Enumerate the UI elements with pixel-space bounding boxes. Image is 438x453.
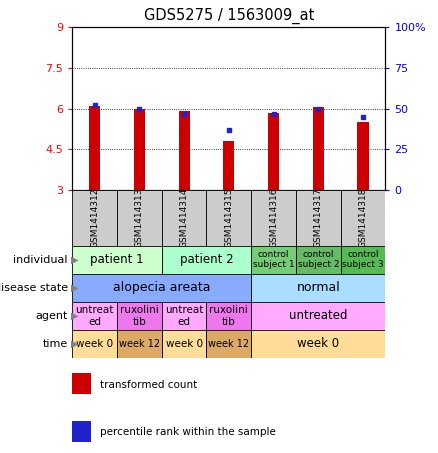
Text: transformed count: transformed count (100, 380, 198, 390)
Text: disease state: disease state (0, 283, 68, 293)
Text: GSM1414314: GSM1414314 (180, 188, 189, 248)
Bar (72, 373, 91, 394)
Bar (296, 190, 341, 246)
Bar (117, 190, 162, 246)
Bar (179, 111, 190, 190)
Bar (134, 109, 145, 190)
Bar (162, 302, 206, 330)
Text: agent: agent (35, 311, 68, 321)
Bar (206, 302, 251, 330)
Text: untreated: untreated (289, 309, 348, 322)
Text: ▶: ▶ (71, 339, 79, 349)
Bar (72, 246, 162, 274)
Text: ruxolini
tib: ruxolini tib (209, 305, 248, 327)
Bar (72, 190, 117, 246)
Bar (89, 106, 100, 190)
Text: time: time (42, 339, 68, 349)
Text: control
subject 2: control subject 2 (297, 250, 339, 269)
Text: untreat
ed: untreat ed (75, 305, 114, 327)
Text: ▶: ▶ (71, 283, 79, 293)
Bar (251, 302, 385, 330)
Text: individual: individual (14, 255, 68, 265)
Bar (162, 190, 206, 246)
Text: GSM1414318: GSM1414318 (359, 188, 367, 248)
Bar (72, 421, 91, 442)
Bar (251, 246, 296, 274)
Bar (117, 302, 162, 330)
Text: GSM1414313: GSM1414313 (135, 188, 144, 248)
Bar (268, 113, 279, 190)
Text: ▶: ▶ (71, 311, 79, 321)
Bar (251, 330, 385, 358)
Bar (251, 274, 385, 302)
Bar (251, 190, 296, 246)
Bar (341, 246, 385, 274)
Text: control
subject 3: control subject 3 (342, 250, 384, 269)
Text: normal: normal (297, 281, 340, 294)
Bar (206, 330, 251, 358)
Text: GSM1414312: GSM1414312 (90, 188, 99, 248)
Text: untreat
ed: untreat ed (165, 305, 203, 327)
Text: GSM1414317: GSM1414317 (314, 188, 323, 248)
Bar (72, 302, 117, 330)
Text: alopecia areata: alopecia areata (113, 281, 211, 294)
Text: patient 2: patient 2 (180, 253, 233, 266)
Bar (117, 330, 162, 358)
Text: patient 1: patient 1 (90, 253, 144, 266)
Bar (341, 190, 385, 246)
Bar (72, 330, 117, 358)
Bar (162, 246, 251, 274)
Text: week 0: week 0 (76, 339, 113, 349)
Text: week 0: week 0 (297, 337, 339, 350)
Text: GSM1414316: GSM1414316 (269, 188, 278, 248)
Bar (223, 141, 234, 190)
Text: week 0: week 0 (166, 339, 203, 349)
Text: week 12: week 12 (208, 339, 249, 349)
Text: GSM1414315: GSM1414315 (224, 188, 233, 248)
Text: ▶: ▶ (71, 255, 79, 265)
Bar (313, 107, 324, 190)
Text: week 12: week 12 (119, 339, 160, 349)
Title: GDS5275 / 1563009_at: GDS5275 / 1563009_at (144, 8, 314, 24)
Bar (296, 246, 341, 274)
Text: ruxolini
tib: ruxolini tib (120, 305, 159, 327)
Bar (162, 330, 206, 358)
Text: percentile rank within the sample: percentile rank within the sample (100, 427, 276, 437)
Text: control
subject 1: control subject 1 (253, 250, 294, 269)
Bar (206, 190, 251, 246)
Bar (357, 122, 369, 190)
Bar (72, 274, 251, 302)
